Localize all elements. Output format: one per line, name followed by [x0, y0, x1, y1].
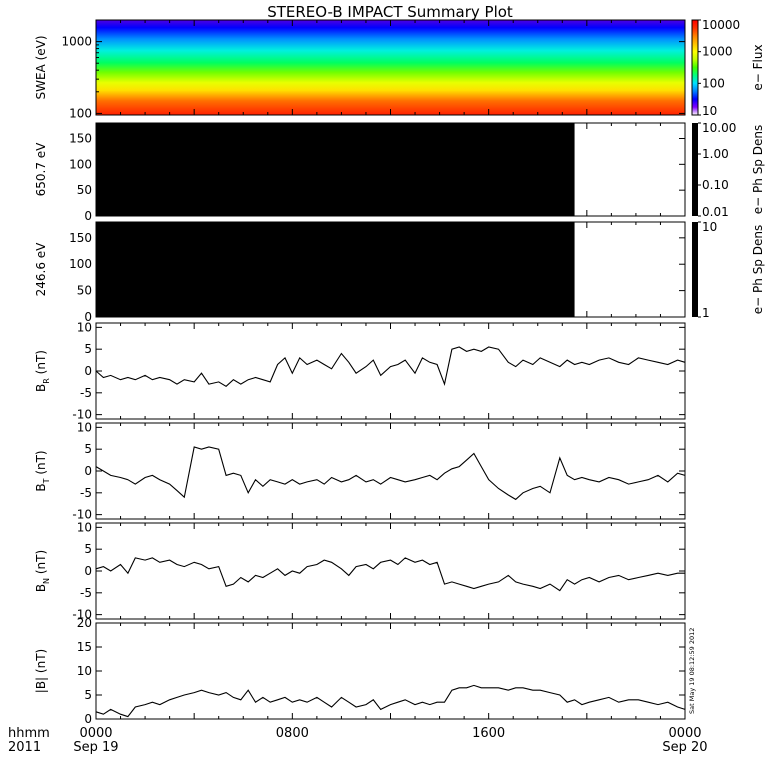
colorbar-label: e− Flux	[751, 44, 765, 90]
x-tick-label: 0000	[79, 726, 112, 741]
panel-bt: -10 -5 0 5 10 BT (nT)	[34, 420, 686, 522]
panel-frame	[95, 522, 686, 620]
flux-colorbar	[691, 19, 699, 116]
swea-spectrogram	[96, 20, 685, 115]
colorbar-tick-label: 10.00	[702, 121, 736, 135]
y-tick-label: 0	[84, 464, 92, 478]
y-tick-label: 15	[77, 640, 92, 654]
x-tick-date-label: Sep 20	[662, 740, 707, 755]
y-axis-label-unit: (nT)	[34, 350, 48, 378]
colorbar-tick-label: 1.00	[702, 147, 729, 161]
colorbar-tick-label: 10	[702, 104, 717, 118]
density-colorbar	[692, 123, 698, 216]
y-axis-label: |B| (nT)	[34, 649, 48, 693]
y-tick-label: 20	[77, 616, 92, 630]
colorbar-tick-label: 100	[702, 76, 725, 90]
panel-frame	[95, 322, 686, 420]
y-tick-label: 100	[69, 106, 92, 120]
colorbar-tick-label: 10000	[702, 18, 740, 32]
colorbar-tick-label: 0.10	[702, 178, 729, 192]
y-tick-label: 0	[84, 564, 92, 578]
panel-swea: 100 1000 SWEA (eV) 10 100 1000 10000 e− Flux	[34, 18, 765, 120]
y-tick-label: 5	[84, 542, 92, 556]
chart-title: STEREO-B IMPACT Summary Plot	[267, 3, 513, 21]
y-axis-label-subscript: R	[42, 378, 51, 384]
x-axis-left-label-bottom: 2011	[8, 740, 41, 755]
y-axis-label-main: B	[34, 384, 48, 392]
y-tick-label: 5	[84, 442, 92, 456]
y-axis-label-main: B	[34, 584, 48, 592]
x-tick-label: 0000	[668, 726, 701, 741]
colorbar-tick-label: 1000	[702, 45, 733, 59]
y-tick-label: 5	[84, 688, 92, 702]
colorbar-tick-label: 10	[702, 220, 717, 234]
panel-bn: -10 -5 0 5 10 BN (nT)	[34, 520, 686, 622]
y-tick-label: -10	[72, 408, 92, 422]
y-axis-label: 650.7 eV	[34, 142, 48, 197]
x-tick-label: 1600	[472, 726, 505, 741]
colorbar-tick-label: 0.01	[702, 205, 729, 219]
density-colorbar	[692, 222, 698, 317]
y-tick-label: -10	[72, 508, 92, 522]
y-tick-label: 0	[84, 310, 92, 324]
y-axis-label: BR (nT)	[34, 350, 51, 392]
x-axis-left-label-top: hhmm	[8, 726, 50, 741]
y-tick-label: 10	[77, 320, 92, 334]
plot-timestamp: Sat May 19 08:12:59 2012	[688, 628, 696, 714]
x-tick-label: 0800	[276, 726, 309, 741]
colorbar-tick-label: 1	[702, 306, 710, 320]
y-tick-label: 10	[77, 420, 92, 434]
y-tick-label: -5	[80, 486, 92, 500]
y-tick-label: 0	[84, 209, 92, 223]
y-tick-label: -5	[80, 386, 92, 400]
panel-frame	[95, 422, 686, 520]
colorbar-label: e− Ph Sp Dens	[751, 125, 765, 214]
series-line-bmag	[95, 684, 686, 718]
y-tick-label: 100	[69, 257, 92, 271]
colorbar-label: e− Ph Sp Dens	[751, 225, 765, 314]
series-line-bn	[95, 557, 685, 592]
panel-psd246: 0 50 100 150 246.6 eV 1 10 e− Ph Sp Dens	[34, 220, 765, 324]
y-tick-label: 150	[69, 132, 92, 146]
phase-density-block	[96, 222, 575, 317]
y-axis-label: BT (nT)	[34, 450, 51, 491]
y-axis-label: BN (nT)	[34, 550, 51, 592]
panel-br: -10 -5 0 5 10 BR (nT)	[34, 320, 686, 422]
y-tick-label: 0	[84, 364, 92, 378]
y-tick-label: 10	[77, 664, 92, 678]
panel-bmag: 0 5 10 15 20 |B| (nT)	[34, 616, 686, 726]
y-tick-label: 5	[84, 342, 92, 356]
y-tick-label: -10	[72, 608, 92, 622]
series-line-br	[95, 346, 686, 387]
phase-density-block	[96, 123, 575, 216]
y-axis-label-main: B	[34, 483, 48, 491]
y-tick-label: 100	[69, 157, 92, 171]
y-axis-label: SWEA (eV)	[34, 35, 48, 99]
y-tick-label: 150	[69, 231, 92, 245]
y-axis-label-unit: (nT)	[34, 450, 48, 478]
series-line-bt	[95, 446, 686, 501]
y-tick-label: -5	[80, 586, 92, 600]
y-tick-label: 1000	[61, 35, 92, 49]
y-tick-label: 50	[77, 183, 92, 197]
y-tick-label: 10	[77, 520, 92, 534]
y-tick-label: 50	[77, 284, 92, 298]
y-axis-label-main: |B| (nT)	[34, 649, 48, 693]
x-tick-date-label: Sep 19	[73, 740, 118, 755]
y-axis-label-subscript: N	[42, 578, 51, 584]
y-tick-label: 0	[84, 712, 92, 726]
y-axis-label-unit: (nT)	[34, 550, 48, 578]
y-axis-label-subscript: T	[42, 478, 51, 484]
y-axis-label: 246.6 eV	[34, 242, 48, 297]
panel-psd650: 0 50 100 150 650.7 eV 0.01 0.10 1.00 10.00 e− Ph …	[34, 121, 765, 223]
